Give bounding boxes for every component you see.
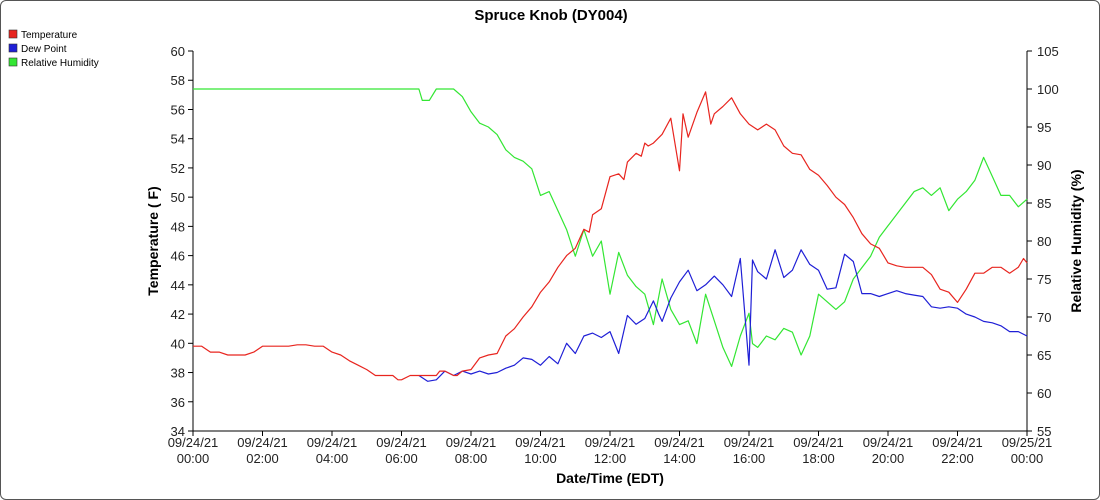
series-layer (193, 88, 1028, 382)
x-tick-date: 09/24/21 (863, 435, 914, 450)
y2-tick-label: 65 (1037, 348, 1051, 363)
x-tick-time: 20:00 (872, 451, 905, 466)
y2-tick-label: 100 (1037, 82, 1059, 97)
x-tick-date: 09/24/21 (724, 435, 775, 450)
legend-label: Temperature (21, 30, 78, 41)
x-tick-date: 09/25/21 (1002, 435, 1053, 450)
x-tick-date: 09/24/21 (515, 435, 566, 450)
y-tick-label: 52 (171, 161, 185, 176)
y2-tick-label: 85 (1037, 196, 1051, 211)
x-tick-time: 16:00 (733, 451, 766, 466)
y2-tick-label: 75 (1037, 272, 1051, 287)
series-line-temperature (193, 91, 1028, 381)
legend-swatch (8, 29, 18, 39)
y2-tick-label: 95 (1037, 120, 1051, 135)
y-tick-label: 42 (171, 307, 185, 322)
y2-tick-label: 80 (1037, 234, 1051, 249)
legend-swatch (8, 57, 18, 67)
y2-axis-title: Relative Humidity (%) (1068, 169, 1084, 312)
x-tick-date: 09/24/21 (793, 435, 844, 450)
x-axis-title: Date/Time (EDT) (556, 470, 664, 486)
x-tick-date: 09/24/21 (446, 435, 497, 450)
y-tick-label: 60 (171, 44, 185, 59)
x-tick-time: 12:00 (594, 451, 627, 466)
y2-tick-label: 60 (1037, 386, 1051, 401)
x-tick-time: 10:00 (524, 451, 557, 466)
y-tick-label: 50 (171, 190, 185, 205)
x-tick-date: 09/24/21 (168, 435, 219, 450)
y2-tick-label: 105 (1037, 44, 1059, 59)
series-line-dew-point (418, 249, 1028, 382)
y-tick-label: 34 (171, 424, 185, 439)
series-line-relative-humidity (193, 88, 1028, 367)
y-tick-label: 44 (171, 278, 185, 293)
y2-tick-label: 90 (1037, 158, 1051, 173)
x-tick-date: 09/24/21 (585, 435, 636, 450)
x-tick-time: 02:00 (246, 451, 279, 466)
y-tick-label: 36 (171, 395, 185, 410)
y-tick-label: 54 (171, 132, 185, 147)
y-tick-label: 56 (171, 102, 185, 117)
x-axis-ticks: 09/24/2100:0009/24/2102:0009/24/2104:000… (168, 431, 1053, 466)
chart-title: Spruce Knob (DY004) (474, 7, 627, 24)
x-tick-date: 09/24/21 (932, 435, 983, 450)
legend-swatch (8, 43, 18, 53)
x-tick-time: 00:00 (177, 451, 210, 466)
y-tick-label: 58 (171, 73, 185, 88)
x-tick-date: 09/24/21 (376, 435, 427, 450)
x-tick-time: 00:00 (1011, 451, 1044, 466)
x-tick-date: 09/24/21 (654, 435, 705, 450)
right-axis-ticks: 55 60 65 70 75 80 85 90 95 100 105 (1027, 44, 1059, 439)
legend-label: Dew Point (21, 44, 67, 55)
x-tick-time: 22:00 (941, 451, 974, 466)
x-tick-time: 14:00 (663, 451, 696, 466)
legend: Temperature Dew Point Relative Humidity (8, 29, 99, 69)
x-tick-date: 09/24/21 (237, 435, 288, 450)
y-tick-label: 46 (171, 249, 185, 264)
y-tick-label: 48 (171, 219, 185, 234)
x-tick-time: 04:00 (316, 451, 349, 466)
x-tick-time: 06:00 (385, 451, 418, 466)
x-tick-time: 18:00 (802, 451, 835, 466)
y-axis-title: Temperature ( F) (145, 186, 161, 295)
legend-label: Relative Humidity (21, 58, 99, 69)
x-tick-time: 08:00 (455, 451, 488, 466)
y2-tick-label: 55 (1037, 424, 1051, 439)
left-axis-ticks: 34 36 38 40 42 44 46 48 50 52 54 56 58 60 (171, 44, 193, 439)
y2-tick-label: 70 (1037, 310, 1051, 325)
y-tick-label: 40 (171, 336, 185, 351)
y-tick-label: 38 (171, 366, 185, 381)
x-tick-date: 09/24/21 (307, 435, 358, 450)
